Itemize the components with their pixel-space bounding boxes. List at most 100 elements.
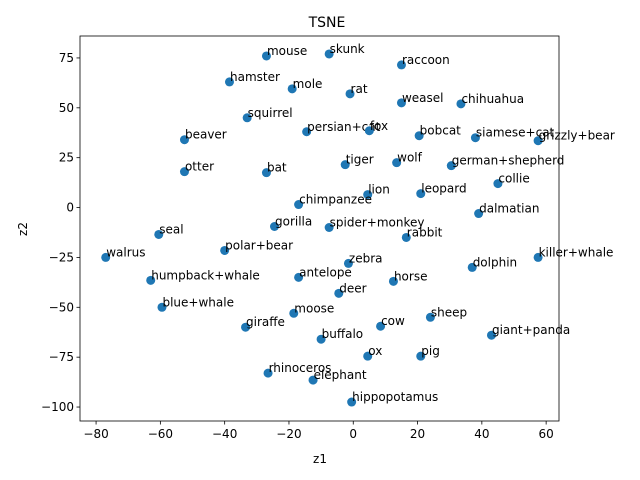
point-label: rat xyxy=(351,82,368,96)
data-point xyxy=(220,245,230,255)
point-label: deer xyxy=(339,281,366,295)
point-label: elephant xyxy=(314,368,367,382)
y-tick-label: −100 xyxy=(41,400,74,414)
point-label: siamese+cat xyxy=(476,126,555,140)
data-point xyxy=(241,322,251,332)
point-label: polar+bear xyxy=(225,238,293,252)
data-point xyxy=(425,312,435,322)
point-label: rabbit xyxy=(407,225,443,239)
y-axis-label: z2 xyxy=(16,222,30,236)
point-label: hamster xyxy=(230,70,280,84)
data-point xyxy=(401,232,411,242)
y-tick-label: 75 xyxy=(59,51,74,65)
y-tick-label: −75 xyxy=(49,350,74,364)
data-point xyxy=(224,77,234,87)
y-tick-label: 0 xyxy=(66,201,74,215)
data-point xyxy=(334,288,344,298)
point-label: squirrel xyxy=(248,106,293,120)
point-label: leopard xyxy=(421,182,466,196)
point-label: walrus xyxy=(106,245,145,259)
point-label: spider+monkey xyxy=(330,216,425,230)
point-label: german+shepherd xyxy=(452,154,565,168)
data-point xyxy=(289,308,299,318)
data-point xyxy=(446,161,456,171)
point-label: grizzly+bear xyxy=(539,129,615,143)
data-point xyxy=(179,167,189,177)
point-label: sheep xyxy=(431,305,467,319)
y-tick-label: −50 xyxy=(49,300,74,314)
point-label: raccoon xyxy=(402,53,450,67)
point-label: pig xyxy=(421,344,440,358)
y-tick-label: 25 xyxy=(59,151,74,165)
data-point xyxy=(396,98,406,108)
data-point xyxy=(345,89,355,99)
point-label: horse xyxy=(394,269,428,283)
y-tick-label: 50 xyxy=(59,101,74,115)
point-label: giraffe xyxy=(246,315,285,329)
point-label: lion xyxy=(368,183,390,197)
data-point xyxy=(493,179,503,189)
data-point xyxy=(474,209,484,219)
data-point xyxy=(363,351,373,361)
data-point xyxy=(179,135,189,145)
data-point xyxy=(456,99,466,109)
data-point xyxy=(101,252,111,262)
data-points: mouse skunk raccoon hamster mole rat weasel chi… xyxy=(101,42,615,407)
data-point xyxy=(308,375,318,385)
point-label: blue+whale xyxy=(162,295,233,309)
point-label: mouse xyxy=(267,44,307,58)
point-label: weasel xyxy=(402,91,444,105)
x-tick-label: 40 xyxy=(474,427,489,441)
point-label: chimpanzee xyxy=(299,193,372,207)
data-point xyxy=(242,113,252,123)
point-label: antelope xyxy=(299,265,352,279)
point-label: humpback+whale xyxy=(151,268,260,282)
data-point xyxy=(324,223,334,233)
x-tick-label: −60 xyxy=(148,427,173,441)
data-point xyxy=(261,51,271,61)
data-point xyxy=(302,127,312,137)
point-label: hippopotamus xyxy=(352,390,438,404)
point-label: mole xyxy=(293,77,323,91)
data-point xyxy=(343,258,353,268)
point-label: ox xyxy=(368,344,382,358)
x-tick-label: 20 xyxy=(410,427,425,441)
data-point xyxy=(324,49,334,59)
data-point xyxy=(414,131,424,141)
plot-frame xyxy=(79,35,560,422)
data-point xyxy=(416,351,426,361)
data-point xyxy=(388,276,398,286)
point-label: dolphin xyxy=(473,255,517,269)
data-point xyxy=(363,190,373,200)
y-tick-label: −25 xyxy=(49,250,74,264)
point-label: bobcat xyxy=(420,124,462,138)
x-tick-label: 0 xyxy=(349,427,357,441)
data-point xyxy=(294,272,304,282)
data-point xyxy=(533,252,543,262)
point-label: gorilla xyxy=(275,215,312,229)
x-axis: −80 −60 −40 −20 0 20 40 60 xyxy=(83,421,554,441)
data-point xyxy=(316,334,326,344)
data-point xyxy=(416,189,426,199)
x-tick-label: −40 xyxy=(212,427,237,441)
data-point xyxy=(533,136,543,146)
data-point xyxy=(347,397,357,407)
point-label: moose xyxy=(294,301,334,315)
point-label: otter xyxy=(185,160,214,174)
point-label: bat xyxy=(267,161,287,175)
point-label: tiger xyxy=(346,153,374,167)
point-label: persian+cat xyxy=(307,120,380,134)
point-label: giant+panda xyxy=(492,323,570,337)
data-point xyxy=(396,60,406,70)
data-point xyxy=(376,321,386,331)
point-label: chihuahua xyxy=(461,92,524,106)
data-point xyxy=(154,229,164,239)
point-label: cow xyxy=(381,314,405,328)
data-point xyxy=(340,160,350,170)
point-label: seal xyxy=(159,222,183,236)
x-axis-label: z1 xyxy=(313,452,327,466)
data-point xyxy=(157,302,167,312)
chart-title: TSNE xyxy=(308,15,346,31)
point-label: killer+whale xyxy=(539,245,614,259)
point-label: collie xyxy=(498,172,529,186)
